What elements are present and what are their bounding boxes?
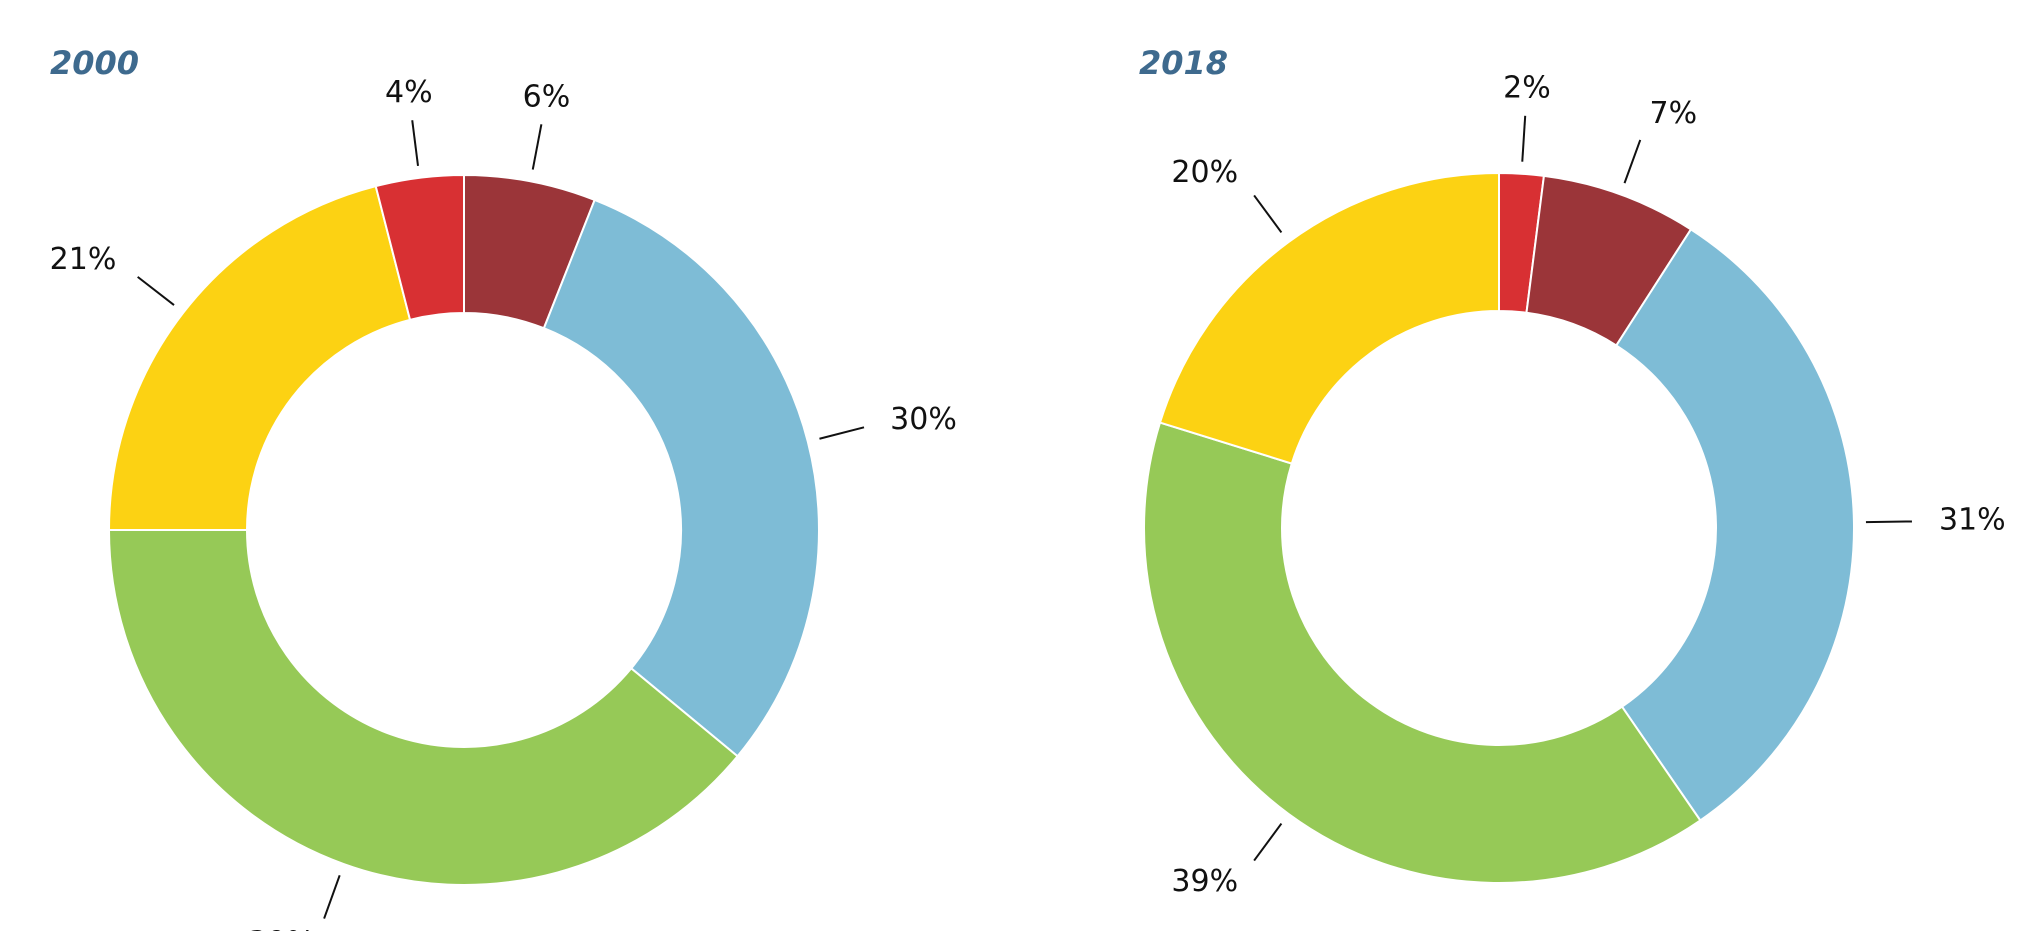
value-label: 39% (1171, 864, 1238, 899)
value-label: 31% (1939, 503, 2006, 538)
value-label: 21% (50, 242, 117, 277)
value-label: 30% (890, 402, 957, 437)
donut-segment (1614, 227, 1855, 822)
leader-line (1521, 115, 1527, 162)
value-label: 7% (1649, 96, 1697, 131)
value-label: 39% (248, 925, 315, 931)
leader-line (819, 426, 865, 440)
donut-segment (107, 529, 739, 886)
leader-line (1253, 822, 1283, 862)
leader-line (323, 874, 341, 919)
value-label: 2% (1503, 70, 1551, 105)
donut-segment (542, 198, 820, 758)
chart-title: 2000 (50, 44, 139, 82)
donut-segment (374, 173, 465, 322)
leader-line (1865, 520, 1912, 524)
leader-line (1253, 194, 1283, 234)
value-label: 6% (523, 79, 571, 114)
leader-line (1623, 139, 1642, 184)
leader-line (411, 120, 419, 167)
donut-segment (107, 184, 412, 531)
donut-segment (1158, 171, 1500, 465)
chart-title: 2018 (1139, 44, 1228, 82)
leader-line (137, 276, 175, 306)
value-label: 20% (1171, 155, 1238, 190)
value-label: 4% (385, 75, 433, 110)
donut-segment (1143, 421, 1702, 884)
leader-line (531, 124, 543, 170)
